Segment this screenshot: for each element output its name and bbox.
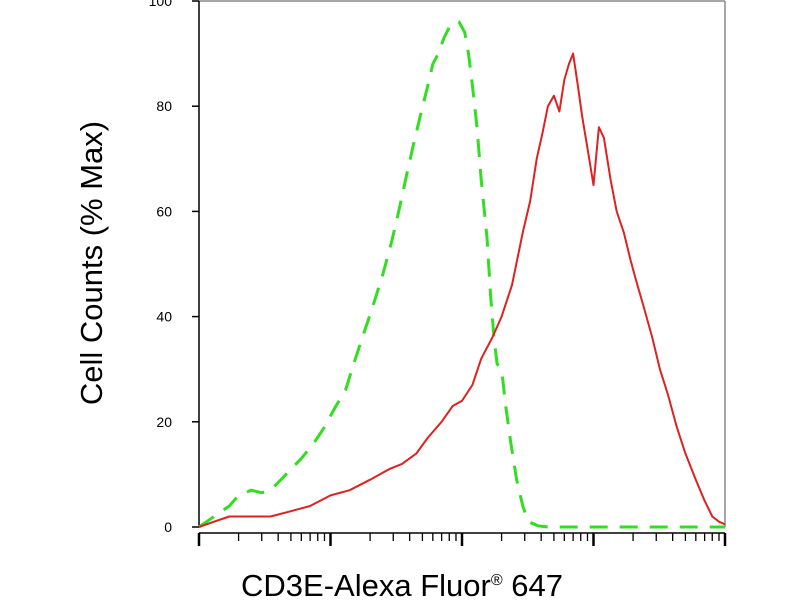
x-axis-title: CD3E-Alexa Fluor® 647 [241, 568, 563, 600]
y-tick-label-20: 20 [156, 414, 172, 430]
y-tick-label-40: 40 [156, 309, 172, 325]
y-axis-title: Cell Counts (% Max) [74, 121, 109, 405]
y-tick-label-60: 60 [156, 203, 172, 219]
stained-histogram-line [198, 52, 726, 528]
y-tick-label-100: 100 [149, 0, 173, 9]
y-tick-label-80: 80 [156, 98, 172, 114]
control-histogram-line [198, 20, 725, 529]
x-axis-title-text: CD3E-Alexa Fluor [241, 568, 491, 600]
y-axis: 0 20 40 60 80 100 [149, 0, 200, 535]
y-tick-label-0: 0 [164, 519, 172, 535]
x-axis-title-suffix: 647 [503, 568, 563, 600]
registered-mark: ® [491, 572, 503, 589]
series-layer [198, 20, 726, 529]
x-axis [197, 532, 727, 546]
plot-frame [199, 0, 726, 527]
